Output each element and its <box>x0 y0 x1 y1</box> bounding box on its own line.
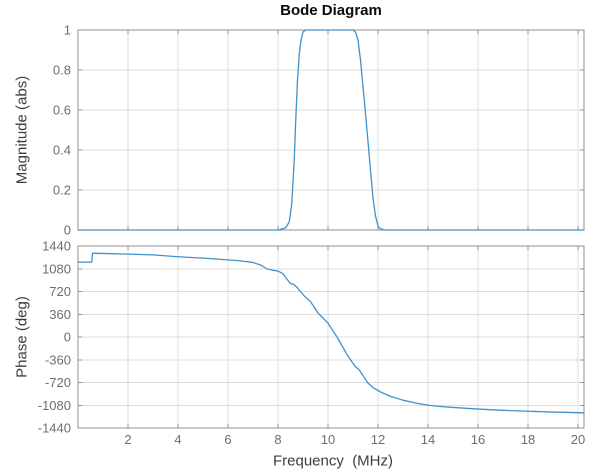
x-tick-label: 10 <box>321 432 335 447</box>
x-tick-label: 2 <box>124 432 131 447</box>
x-tick-label: 14 <box>421 432 435 447</box>
magnitude-response-curve <box>77 29 585 231</box>
tick-labels: 1440 1080 720 360 0 -360 -720 -1080 -1440 2 4 6 8 10 1… <box>38 239 585 448</box>
y-tick-label: 0 <box>64 223 71 238</box>
y-tick-label: -360 <box>45 352 71 367</box>
phase-axis-label: Phase (deg) <box>13 296 31 378</box>
x-tick-label: 20 <box>571 432 585 447</box>
magnitude-axis-label: Magnitude (abs) <box>13 75 31 185</box>
y-tick-label: 1 <box>64 23 71 38</box>
y-tick-label: 1440 <box>42 239 71 254</box>
y-tick-label: -720 <box>45 375 71 390</box>
y-tick-label: 0.6 <box>53 103 71 118</box>
y-tick-label: 720 <box>49 284 71 299</box>
y-tick-label: 0.4 <box>53 143 71 158</box>
x-tick-label: 4 <box>174 432 181 447</box>
y-tick-label: 0.8 <box>53 63 71 78</box>
y-tick-label: 0.2 <box>53 183 71 198</box>
x-tick-label: 16 <box>471 432 485 447</box>
frequency-axis-label: Frequency (MHz) <box>272 452 394 470</box>
x-tick-label: 18 <box>521 432 535 447</box>
x-tick-label: 6 <box>224 432 231 447</box>
gridlines <box>78 245 584 429</box>
tick-marks <box>78 29 584 231</box>
tick-marks <box>78 245 584 429</box>
y-tick-label: 360 <box>49 307 71 322</box>
x-tick-label: 8 <box>274 432 281 447</box>
y-tick-label: 1080 <box>42 261 71 276</box>
phase-response-curve <box>77 252 585 414</box>
tick-labels: 1 0.8 0.6 0.4 0.2 0 <box>53 23 71 238</box>
y-tick-label: -1080 <box>38 398 71 413</box>
y-tick-label: -1440 <box>38 421 71 436</box>
chart-title: Bode Diagram <box>280 2 382 19</box>
x-tick-label: 12 <box>371 432 385 447</box>
y-tick-label: 0 <box>64 330 71 345</box>
